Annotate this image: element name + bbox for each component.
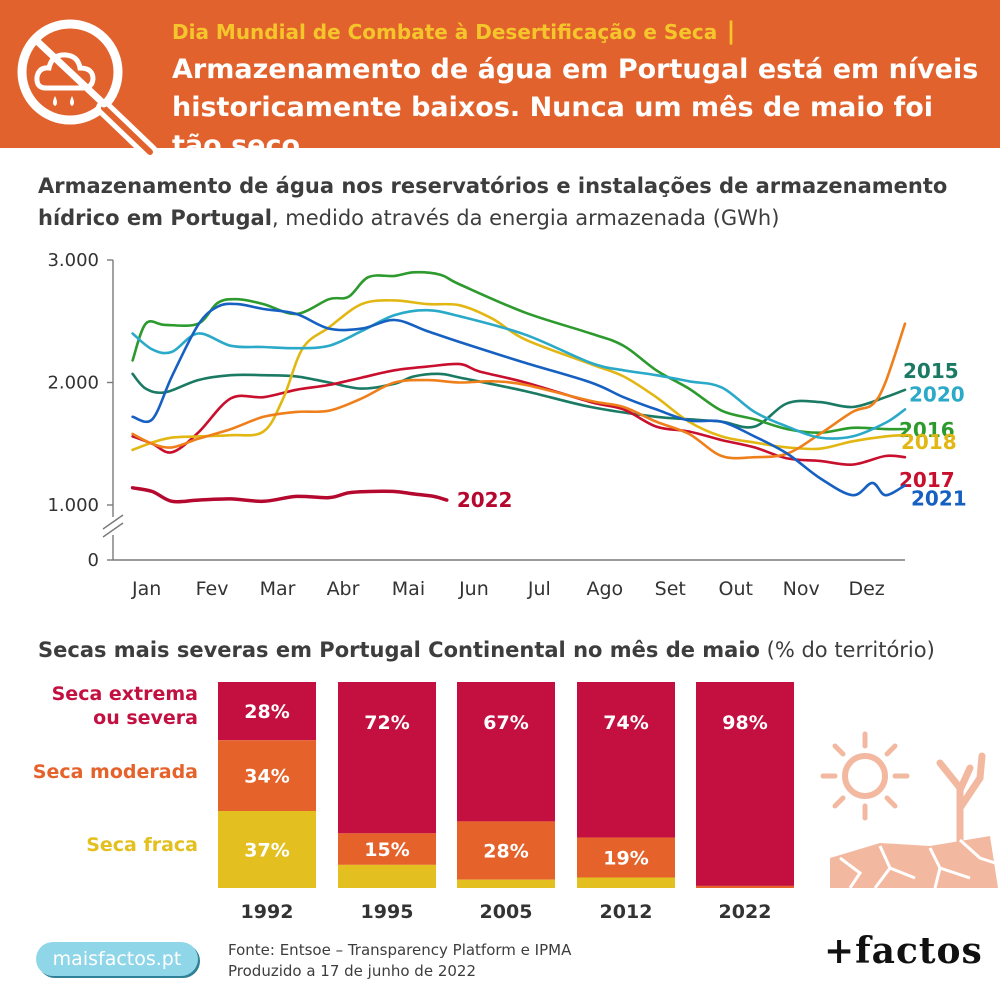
x-tick-label: Jul [527, 578, 551, 600]
axis-break-mark [102, 514, 124, 530]
header-title: Dia Mundial de Combate à Desertificação … [172, 12, 982, 165]
series-label-2018: 2018 [901, 430, 957, 454]
bar-value-label: 98% [722, 712, 767, 734]
series-line-2016 [131, 270, 907, 435]
source-note: Fonte: Entsoe – Transparency Platform e … [228, 940, 571, 982]
bar-category-label: 2005 [480, 901, 533, 923]
bar-chart-title: Secas mais severas em Portugal Continent… [38, 634, 935, 666]
drought-magnifier-icon [17, 19, 158, 160]
series-label-2017: 2017 [899, 468, 955, 492]
x-tick-label: Mai [392, 578, 425, 600]
x-tick-label: Jun [458, 578, 489, 600]
header-headline: Armazenamento de água em Portugal está e… [172, 54, 979, 161]
header-banner: Dia Mundial de Combate à Desertificação … [0, 0, 1000, 161]
series-line-2017 [131, 362, 907, 467]
bar-value-label: 72% [364, 712, 409, 734]
bar-segment-1992-0 [218, 682, 316, 741]
bar-segment-2012-2 [577, 877, 675, 888]
x-tick-label: Mar [260, 578, 296, 600]
bar-value-label: 28% [244, 701, 289, 723]
factos-logo: +factos [824, 930, 983, 972]
x-tick-label: Out [719, 578, 753, 600]
y-tick-label: 3.000 [47, 250, 99, 271]
x-tick-label: Set [655, 578, 686, 600]
bar-segment-2022-1 [696, 885, 794, 888]
x-tick-label: Ago [586, 578, 623, 600]
x-tick-label: Jan [131, 578, 161, 600]
bar-category-label: 1995 [361, 901, 414, 923]
bar-value-label: 67% [483, 712, 528, 734]
bar-segment-1995-2 [338, 864, 436, 888]
bar-category-label: 1992 [241, 901, 294, 923]
bar-category-label: 2022 [719, 901, 772, 923]
line-chart-title-rest: , medido através da energia armazenada (… [271, 206, 780, 230]
x-tick-label: Fev [196, 578, 229, 600]
bar-value-label: 34% [244, 766, 289, 788]
axis-break-mark [102, 522, 124, 538]
legend-label-0: ou severa [93, 707, 198, 729]
x-tick-label: Abr [327, 578, 360, 600]
bar-value-label: 15% [364, 839, 409, 861]
series-line-2018 [131, 299, 907, 452]
series-label-2020: 2020 [909, 382, 965, 406]
bar-segment-2012-0 [577, 682, 675, 838]
legend-label-0: Seca extrema [52, 683, 198, 705]
bar-segment-1992-2 [218, 811, 316, 888]
series-line-2020 [131, 308, 907, 440]
series-line-2022 [130, 486, 449, 504]
y-tick-label: 1.000 [47, 495, 99, 516]
bar-segment-1995-0 [338, 682, 436, 834]
header-separator: | [726, 17, 736, 45]
series-label-2022: 2022 [457, 488, 513, 512]
legend-label-2: Seca fraca [86, 834, 198, 856]
bar-segment-2005-1 [457, 821, 555, 880]
bar-segment-2005-2 [457, 879, 555, 888]
bar-segment-1995-1 [338, 833, 436, 865]
y-tick-label: 2.000 [47, 373, 99, 394]
bar-value-label: 19% [603, 848, 648, 870]
x-tick-label: Nov [783, 578, 820, 600]
y-tick-label: 0 [88, 550, 99, 571]
source-text: Fonte: Entsoe – Transparency Platform e … [228, 941, 572, 959]
bar-segment-2005-0 [457, 682, 555, 822]
bar-segment-2012-1 [577, 837, 675, 878]
bar-segment-1992-1 [218, 740, 316, 812]
brand-link-button[interactable]: maisfactos.pt [36, 942, 198, 976]
bar-category-label: 2012 [600, 901, 653, 923]
series-line-2015 [131, 372, 907, 429]
x-tick-label: Dez [848, 578, 884, 600]
series-label-2016: 2016 [899, 418, 955, 442]
drought-sun-tree-icon [820, 731, 998, 889]
bar-value-label: 74% [603, 712, 648, 734]
bar-value-label: 37% [244, 840, 289, 862]
bar-chart-title-bold: Secas mais severas em Portugal Continent… [38, 638, 760, 662]
bar-value-label: 28% [483, 841, 528, 863]
line-chart-title-bold: Armazenamento de água nos reservatórios … [38, 174, 948, 230]
series-line-2021 [131, 302, 907, 497]
legend-label-1: Seca moderada [33, 761, 198, 783]
series-label-2015: 2015 [903, 359, 959, 383]
produced-date: Produzido a 17 de junho de 2022 [228, 962, 476, 980]
header-kicker: Dia Mundial de Combate à Desertificação … [172, 20, 718, 44]
line-chart: 3.000 2.000 1.000 0 Jan Fev Mar Abr Mai Jun Jul Ago… [47, 250, 967, 600]
bar-segment-2022-0 [696, 682, 794, 886]
bar-chart-title-rest: (% do território) [759, 638, 935, 662]
series-label-2021: 2021 [911, 486, 967, 510]
line-chart-title: Armazenamento de água nos reservatórios … [38, 170, 968, 234]
